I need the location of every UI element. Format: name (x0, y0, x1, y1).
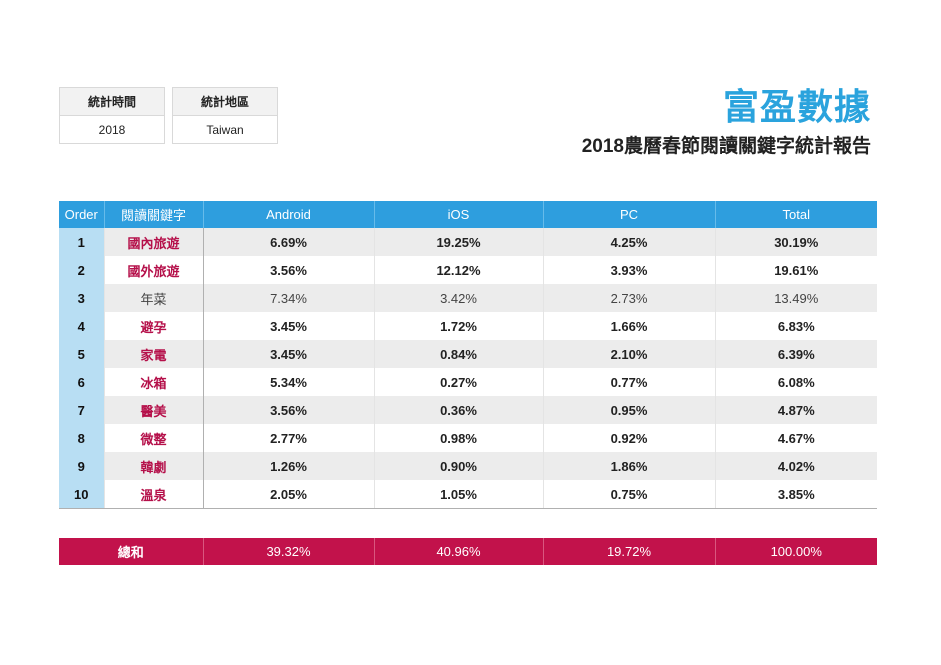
stat-region-value: Taiwan (206, 122, 244, 137)
row-keyword: 微整 (104, 424, 204, 452)
row-order: 3 (59, 284, 105, 312)
row-order: 9 (59, 452, 105, 480)
header-order: Order (59, 201, 105, 228)
table-row: 10 溫泉 2.05% 1.05% 0.75% 3.85% (59, 480, 877, 509)
stat-region-label: 統計地區 (173, 88, 277, 116)
row-pc: 1.86% (543, 452, 716, 480)
row-ios: 0.36% (374, 396, 544, 424)
row-pc: 2.10% (543, 340, 716, 368)
row-keyword: 醫美 (104, 396, 204, 424)
row-pc: 4.25% (543, 228, 716, 256)
row-keyword: 家電 (104, 340, 204, 368)
table-row: 8 微整 2.77% 0.98% 0.92% 4.67% (59, 424, 877, 452)
row-ios: 3.42% (374, 284, 544, 312)
row-android: 7.34% (203, 284, 375, 312)
stat-region-box: 統計地區 Taiwan (172, 87, 278, 144)
table-header-row: Order 閱讀關鍵字 Android iOS PC Total (59, 201, 877, 228)
row-total: 3.85% (715, 480, 877, 509)
header-keyword: 閱讀關鍵字 (104, 201, 204, 228)
keyword-table: Order 閱讀關鍵字 Android iOS PC Total 1 國內旅遊 6.… (59, 201, 877, 509)
totals-row: 總和 39.32% 40.96% 19.72% 100.00% (59, 538, 877, 565)
row-android: 3.56% (203, 396, 375, 424)
row-ios: 0.84% (374, 340, 544, 368)
row-ios: 12.12% (374, 256, 544, 284)
row-total: 4.02% (715, 452, 877, 480)
row-order: 10 (59, 480, 105, 509)
row-android: 3.45% (203, 312, 375, 340)
row-order: 1 (59, 228, 105, 256)
totals-table: 總和 39.32% 40.96% 19.72% 100.00% (59, 538, 877, 565)
row-keyword: 國外旅遊 (104, 256, 204, 284)
totals-android: 39.32% (203, 538, 375, 565)
row-pc: 3.93% (543, 256, 716, 284)
table-row: 5 家電 3.45% 0.84% 2.10% 6.39% (59, 340, 877, 368)
row-pc: 0.77% (543, 368, 716, 396)
row-total: 4.67% (715, 424, 877, 452)
row-android: 1.26% (203, 452, 375, 480)
row-ios: 19.25% (374, 228, 544, 256)
row-ios: 0.98% (374, 424, 544, 452)
table-row: 1 國內旅遊 6.69% 19.25% 4.25% 30.19% (59, 228, 877, 256)
row-order: 8 (59, 424, 105, 452)
table-row: 3 年菜 7.34% 3.42% 2.73% 13.49% (59, 284, 877, 312)
table-row: 4 避孕 3.45% 1.72% 1.66% 6.83% (59, 312, 877, 340)
row-keyword: 年菜 (104, 284, 204, 312)
row-pc: 1.66% (543, 312, 716, 340)
row-pc: 0.75% (543, 480, 716, 509)
brand-logo-text: 富盈數據 (722, 86, 871, 127)
header-android: Android (203, 201, 375, 228)
row-keyword: 冰箱 (104, 368, 204, 396)
row-order: 7 (59, 396, 105, 424)
row-keyword: 韓劇 (104, 452, 204, 480)
totals-total: 100.00% (715, 538, 877, 565)
row-total: 13.49% (715, 284, 877, 312)
row-android: 2.05% (203, 480, 375, 509)
row-pc: 0.92% (543, 424, 716, 452)
totals-ios: 40.96% (374, 538, 544, 565)
row-ios: 1.05% (374, 480, 544, 509)
row-ios: 0.90% (374, 452, 544, 480)
row-order: 6 (59, 368, 105, 396)
row-pc: 0.95% (543, 396, 716, 424)
table-row: 7 醫美 3.56% 0.36% 0.95% 4.87% (59, 396, 877, 424)
row-order: 5 (59, 340, 105, 368)
row-keyword: 國內旅遊 (104, 228, 204, 256)
table-row: 6 冰箱 5.34% 0.27% 0.77% 6.08% (59, 368, 877, 396)
report-title: 2018農曆春節閱讀關鍵字統計報告 (581, 136, 871, 157)
row-total: 30.19% (715, 228, 877, 256)
table-row: 2 國外旅遊 3.56% 12.12% 3.93% 19.61% (59, 256, 877, 284)
row-android: 6.69% (203, 228, 375, 256)
table-row: 9 韓劇 1.26% 0.90% 1.86% 4.02% (59, 452, 877, 480)
row-ios: 0.27% (374, 368, 544, 396)
row-pc: 2.73% (543, 284, 716, 312)
row-android: 5.34% (203, 368, 375, 396)
header-total: Total (715, 201, 877, 228)
totals-pc: 19.72% (543, 538, 716, 565)
row-total: 6.39% (715, 340, 877, 368)
row-order: 4 (59, 312, 105, 340)
stat-time-box: 統計時間 2018 (59, 87, 165, 144)
row-android: 2.77% (203, 424, 375, 452)
row-keyword: 避孕 (104, 312, 204, 340)
row-total: 4.87% (715, 396, 877, 424)
row-ios: 1.72% (374, 312, 544, 340)
stat-time-label: 統計時間 (60, 88, 164, 116)
row-android: 3.56% (203, 256, 375, 284)
stat-time-value: 2018 (98, 122, 126, 137)
totals-label: 總和 (59, 538, 204, 565)
header-pc: PC (543, 201, 716, 228)
row-android: 3.45% (203, 340, 375, 368)
row-total: 6.08% (715, 368, 877, 396)
row-order: 2 (59, 256, 105, 284)
row-keyword: 溫泉 (104, 480, 204, 509)
row-total: 19.61% (715, 256, 877, 284)
header-ios: iOS (374, 201, 544, 228)
row-total: 6.83% (715, 312, 877, 340)
